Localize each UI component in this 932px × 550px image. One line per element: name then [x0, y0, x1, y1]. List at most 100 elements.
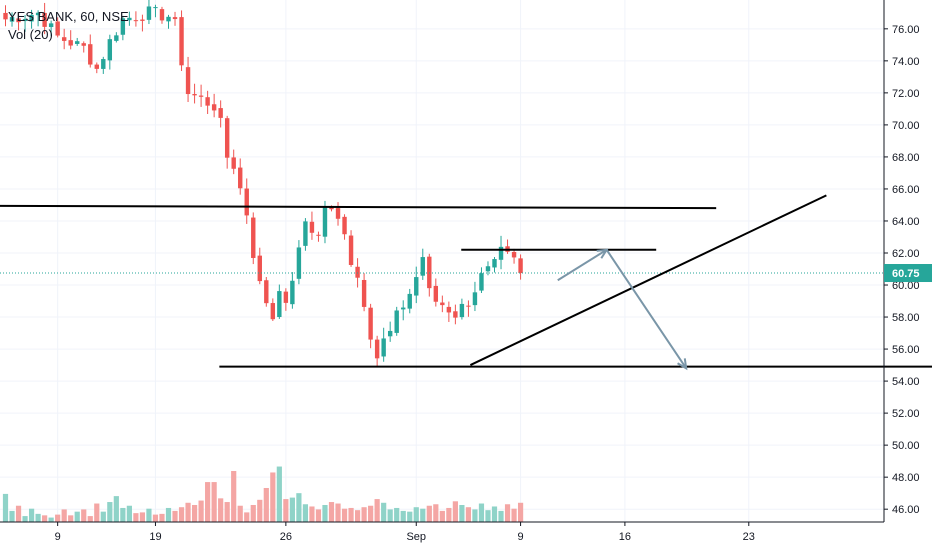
price-tick-label: 74.00	[892, 56, 920, 68]
candle-body	[446, 306, 452, 313]
candle-body	[322, 206, 328, 237]
volume-bar	[283, 499, 289, 522]
volume-bar	[94, 503, 100, 522]
candle-body	[101, 59, 106, 69]
price-tick-label: 62.00	[892, 248, 920, 260]
volume-bar	[224, 502, 230, 522]
volume-bar	[322, 504, 328, 522]
candle-body	[224, 118, 230, 158]
rising-trendline[interactable]	[469, 194, 827, 366]
candle-body	[283, 291, 289, 303]
volume-bar	[35, 513, 41, 522]
candle-body	[492, 259, 497, 268]
price-tick-label: 58.00	[892, 312, 920, 324]
price-tick-label: 54.00	[892, 376, 920, 388]
volume-bar	[368, 505, 374, 522]
time-tick-label: 16	[619, 531, 631, 543]
volume-bar	[120, 507, 126, 522]
volume-bar	[185, 502, 191, 522]
candle-body	[394, 310, 399, 333]
volume-bar	[472, 509, 478, 522]
candle-body	[22, 19, 28, 22]
candle-body	[459, 303, 465, 318]
volume-bar	[133, 513, 139, 522]
volume-bar	[15, 505, 22, 522]
volume-bar	[48, 517, 54, 522]
volume-bar	[172, 510, 178, 522]
candle-body	[257, 255, 262, 282]
candle-body	[120, 18, 126, 35]
volume-bar	[250, 504, 256, 522]
candle-body	[29, 14, 34, 22]
volume-bar	[335, 503, 341, 522]
volume-bar	[126, 505, 132, 522]
candle-body	[185, 67, 191, 95]
price-axis[interactable]: 76.00 74.00 72.00 70.00 68.00 66.00 64.00 62.00…	[883, 0, 920, 522]
price-tick-label: 68.00	[892, 152, 920, 164]
volume-bar	[511, 508, 517, 522]
volume-bar	[296, 493, 302, 522]
volume-label[interactable]: Vol (20)	[8, 27, 53, 42]
candle-body	[361, 279, 367, 307]
candle-body	[244, 188, 249, 216]
volume-bar	[341, 508, 348, 522]
symbol-label[interactable]: YES BANK, 60, NSE	[8, 9, 129, 24]
candle-body	[342, 216, 347, 235]
price-tick-label: 46.00	[892, 504, 920, 516]
arrow-head	[596, 248, 609, 259]
volume-bar	[152, 514, 159, 522]
candle-body	[270, 303, 276, 320]
time-tick-label: 26	[280, 531, 292, 543]
candle-body	[114, 35, 119, 41]
projection-arrow[interactable]	[557, 248, 688, 369]
volume-bar	[413, 507, 419, 522]
candle-body	[264, 280, 269, 304]
candle-body	[433, 285, 439, 302]
volume-bar	[439, 510, 445, 522]
candle-body	[192, 94, 197, 96]
candle-body	[35, 12, 41, 16]
volume-bar	[146, 508, 152, 522]
candle-body	[309, 221, 315, 233]
candle-body	[231, 157, 236, 169]
candle-body	[140, 19, 145, 21]
volume-bar	[478, 503, 485, 522]
candle-body	[427, 256, 432, 289]
candle-body	[387, 330, 393, 337]
candle-body	[159, 9, 165, 21]
volume-bar	[459, 504, 465, 522]
volume-bar	[139, 512, 146, 522]
volume-bar	[159, 513, 165, 522]
volume-bar	[498, 510, 504, 522]
volume-bar	[211, 482, 217, 522]
volume-bar	[22, 516, 28, 522]
candle-body	[472, 292, 478, 306]
candle-body	[335, 208, 341, 219]
candle-body	[290, 280, 295, 305]
volume-bar	[309, 506, 315, 522]
candle-body	[440, 302, 445, 306]
volume-bar	[446, 507, 452, 522]
volume-bar	[257, 499, 263, 522]
price-tick-label: 64.00	[892, 216, 920, 228]
candle-body	[133, 20, 139, 22]
volume-bar	[42, 515, 48, 522]
candle-body	[479, 273, 484, 291]
volume-bar	[191, 504, 198, 522]
volume-bar	[231, 470, 237, 522]
volume-bar	[328, 502, 335, 522]
resistance-line[interactable]	[0, 204, 717, 210]
price-tick-label: 52.00	[892, 408, 920, 420]
time-axis[interactable]: 9 19 26 Sep 9 16 23	[0, 521, 884, 543]
candle-body	[48, 23, 54, 28]
candle-body	[518, 258, 523, 274]
volume-bar	[420, 508, 426, 522]
candle-body	[107, 39, 113, 61]
candlesticks	[3, 0, 523, 366]
volume-bar	[237, 505, 243, 522]
time-tick-label: 9	[518, 531, 524, 543]
candle-body	[381, 338, 386, 357]
volume-bar	[244, 512, 250, 522]
volume-bar	[517, 502, 524, 522]
